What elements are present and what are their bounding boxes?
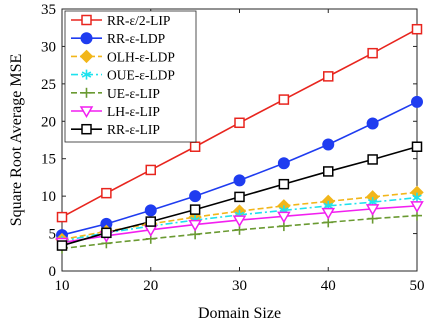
data-point bbox=[410, 201, 424, 213]
data-point bbox=[278, 178, 290, 190]
series-line bbox=[61, 191, 418, 241]
y-tick-label: 15 bbox=[41, 152, 56, 168]
y-tick-label: 30 bbox=[41, 39, 56, 55]
data-point bbox=[365, 204, 380, 216]
data-point bbox=[411, 95, 423, 108]
data-point bbox=[367, 47, 378, 59]
x-tick-label: 40 bbox=[321, 278, 336, 294]
data-point bbox=[233, 174, 246, 187]
series-line bbox=[61, 196, 418, 242]
data-point bbox=[56, 211, 68, 223]
data-point bbox=[81, 87, 92, 98]
x-tick-label: 50 bbox=[410, 278, 425, 294]
legend-entry-label: LH-ε-LIP bbox=[107, 104, 160, 119]
data-point bbox=[80, 32, 93, 45]
data-point bbox=[367, 154, 378, 165]
data-point bbox=[411, 23, 423, 35]
data-point bbox=[81, 123, 92, 135]
data-point bbox=[323, 71, 334, 82]
y-tick-label: 5 bbox=[49, 227, 57, 243]
y-tick-label: 10 bbox=[41, 189, 56, 205]
legend: RR-ε/2-LIP RR-ε-LDP OLH-ε-LDP OUE-ε-LDP UE-ε… bbox=[64, 10, 197, 143]
data-point bbox=[189, 141, 201, 152]
y-tick-label: 25 bbox=[41, 77, 56, 93]
series-line bbox=[61, 214, 418, 250]
legend-entry-label: OUE-ε-LDP bbox=[107, 68, 175, 83]
x-tick-label: 20 bbox=[143, 278, 158, 294]
asterisk-stroke bbox=[367, 198, 378, 206]
asterisk-stroke bbox=[81, 71, 92, 78]
data-point bbox=[366, 117, 379, 130]
data-point bbox=[234, 117, 245, 129]
data-point bbox=[278, 94, 290, 105]
asterisk-stroke bbox=[323, 202, 333, 210]
data-point bbox=[323, 166, 334, 177]
data-point bbox=[79, 106, 94, 118]
legend-entry-label: RR-ε-LDP bbox=[107, 31, 165, 46]
x-tick-label: 10 bbox=[55, 278, 70, 294]
data-point bbox=[189, 190, 202, 203]
data-point bbox=[79, 49, 94, 64]
data-point bbox=[101, 187, 112, 199]
y-tick-label: 35 bbox=[41, 2, 56, 18]
asterisk-stroke bbox=[412, 194, 422, 201]
data-point bbox=[81, 14, 92, 26]
y-tick-label: 20 bbox=[41, 114, 56, 130]
data-point bbox=[56, 240, 68, 251]
x-tick-label: 30 bbox=[232, 278, 247, 294]
data-point bbox=[321, 207, 336, 220]
legend-entry-label: OLH-ε-LDP bbox=[107, 49, 175, 64]
data-point bbox=[101, 227, 112, 239]
data-point bbox=[145, 164, 156, 176]
data-point bbox=[277, 211, 291, 224]
data-point bbox=[188, 219, 202, 232]
data-point bbox=[145, 216, 156, 227]
data-point bbox=[322, 138, 335, 151]
data-point bbox=[81, 69, 92, 80]
data-point bbox=[412, 192, 422, 203]
data-point bbox=[234, 191, 245, 203]
y-axis-label: Square Root Average MSE bbox=[8, 54, 25, 227]
legend-entry-label: RR-ε-LIP bbox=[107, 122, 160, 137]
y-tick-label: 0 bbox=[49, 264, 57, 280]
data-point bbox=[144, 204, 157, 217]
series-markers bbox=[55, 23, 424, 254]
x-axis-label: Domain Size bbox=[198, 305, 281, 322]
legend-entry-label: RR-ε/2-LIP bbox=[107, 13, 170, 28]
data-point bbox=[232, 215, 247, 228]
legend-entry-label: UE-ε-LIP bbox=[107, 86, 160, 101]
data-point bbox=[411, 141, 423, 152]
data-point bbox=[189, 204, 201, 215]
data-point bbox=[277, 157, 290, 170]
